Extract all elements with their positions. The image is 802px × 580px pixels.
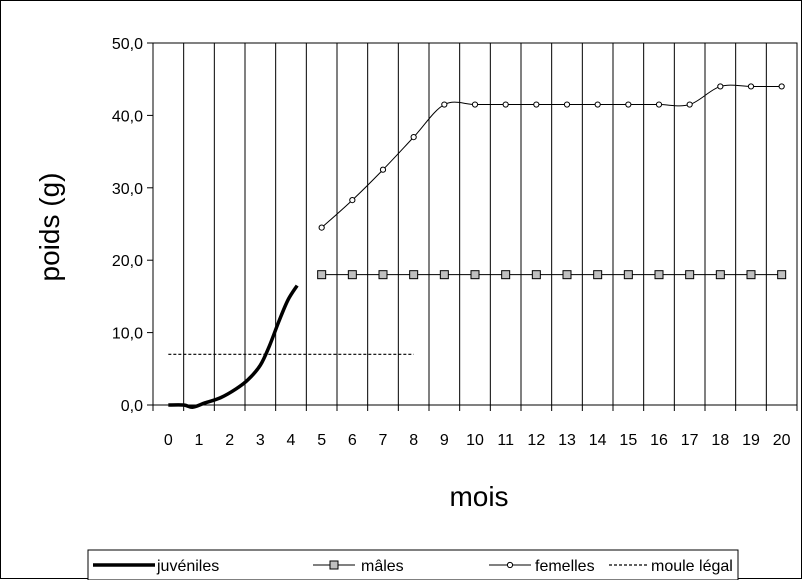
legend-item: juvéniles xyxy=(93,558,219,575)
data-point xyxy=(685,270,695,280)
axis-layer: 0,010,020,030,040,050,00 1 2 3 4 5 6 7 8 9 10 11 12 1… xyxy=(112,36,798,449)
y-tick-label: 30,0 xyxy=(112,181,143,198)
legend-marker xyxy=(506,561,514,569)
x-tick-label: 2 xyxy=(225,432,234,449)
x-tick-label: 3 xyxy=(256,432,265,449)
data-point xyxy=(746,270,756,280)
data-point xyxy=(439,270,449,280)
data-point xyxy=(747,83,755,90)
y-tick-label: 50,0 xyxy=(112,36,143,53)
grid-layer xyxy=(152,42,798,406)
data-point xyxy=(563,101,571,108)
x-tick-label: 18 xyxy=(711,432,729,449)
plot-area xyxy=(152,42,798,406)
x-tick-label: 6 xyxy=(348,432,357,449)
x-tick-label: 7 xyxy=(379,432,388,449)
legend: juvéniles mâles femelles moule légal xyxy=(87,549,739,580)
data-point xyxy=(470,270,480,280)
series-layer xyxy=(168,83,787,409)
data-point xyxy=(318,224,325,231)
x-tick-label: 8 xyxy=(409,432,418,449)
series-square-markers xyxy=(317,270,787,280)
x-axis-title: mois xyxy=(449,481,508,512)
data-point xyxy=(777,270,787,280)
x-tick-label: 1 xyxy=(195,432,204,449)
legend-label: mâles xyxy=(361,558,404,575)
data-point xyxy=(349,197,356,204)
x-tick-label: 4 xyxy=(287,432,296,449)
data-point xyxy=(502,101,509,108)
data-point xyxy=(686,101,693,108)
x-tick-label: 16 xyxy=(650,432,668,449)
series-line xyxy=(321,84,782,228)
data-point xyxy=(410,134,417,141)
x-tick-label: 14 xyxy=(589,432,607,449)
data-point xyxy=(562,270,572,280)
x-tick-label: 5 xyxy=(317,432,326,449)
data-point xyxy=(593,270,603,280)
x-tick-label: 11 xyxy=(497,432,514,449)
series-thick-solid xyxy=(168,284,299,409)
data-point xyxy=(501,270,511,280)
x-tick-label: 0 xyxy=(164,432,173,449)
y-axis-title: poids (g) xyxy=(34,173,65,282)
legend-label: moule légal xyxy=(651,558,733,575)
data-point xyxy=(317,270,327,280)
data-point xyxy=(715,270,725,280)
legend-item: mâles xyxy=(313,558,404,575)
data-point xyxy=(655,101,663,108)
data-point xyxy=(717,83,724,90)
data-point xyxy=(778,83,785,90)
legend-marker xyxy=(329,560,339,570)
data-point xyxy=(531,270,541,280)
x-tick-label: 15 xyxy=(619,432,637,449)
data-point xyxy=(533,101,540,108)
x-tick-label: 17 xyxy=(681,432,699,449)
data-point xyxy=(471,101,479,108)
x-tick-label: 19 xyxy=(742,432,760,449)
legend-label: femelles xyxy=(535,558,595,575)
x-tick-label: 10 xyxy=(466,432,484,449)
legend-item: moule légal xyxy=(609,558,733,575)
data-point xyxy=(378,270,388,280)
series-line xyxy=(168,284,299,409)
data-point xyxy=(623,270,633,280)
data-point xyxy=(379,166,387,173)
x-tick-label: 13 xyxy=(558,432,576,449)
data-point xyxy=(654,270,664,280)
y-tick-label: 20,0 xyxy=(112,253,143,270)
data-point xyxy=(625,101,632,108)
data-point xyxy=(409,270,419,280)
series-circle-markers xyxy=(318,83,785,231)
data-point xyxy=(347,270,357,280)
x-tick-label: 20 xyxy=(773,432,791,449)
legend-label: juvéniles xyxy=(156,558,219,575)
legend-item: femelles xyxy=(489,558,595,575)
y-tick-label: 10,0 xyxy=(112,326,143,343)
x-tick-label: 9 xyxy=(440,432,449,449)
x-tick-label: 12 xyxy=(527,432,545,449)
y-tick-label: 40,0 xyxy=(112,108,143,125)
y-tick-label: 0,0 xyxy=(121,398,143,415)
data-point xyxy=(594,101,601,108)
data-point xyxy=(441,101,448,108)
